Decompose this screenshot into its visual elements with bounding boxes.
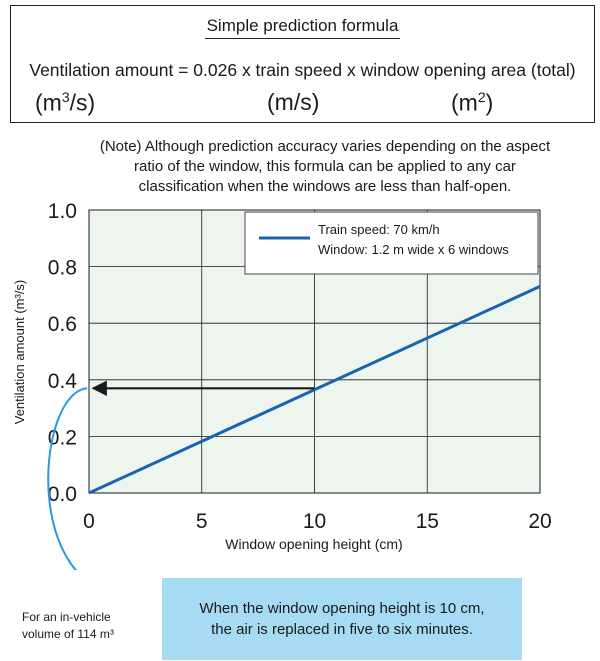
x-tick-label: 5: [196, 510, 208, 533]
y-tick-label: 0.2: [48, 426, 77, 449]
y-tick-label: 0.6: [48, 313, 77, 336]
y-axis-label: Ventilation amount (m³/s): [12, 280, 27, 425]
annotations: [47, 380, 315, 570]
formula-equation: Ventilation amount = 0.026 x train speed…: [29, 60, 576, 80]
y-tick-label: 0.8: [48, 257, 77, 280]
volume-note: For an in-vehicle volume of 114 m³: [22, 610, 114, 641]
x-tick-label: 15: [416, 510, 439, 533]
ventilation-chart: 0.0 0.2 0.4 0.6 0.8 1.0 0 5 10 15 20 Ventilation …: [12, 200, 552, 570]
series-layer: [88, 285, 541, 495]
legend-entry-window: Window: 1.2 m wide x 6 windows: [318, 242, 509, 257]
x-tick-label: 10: [303, 510, 326, 533]
y-tick-label: 0.0: [48, 483, 77, 506]
formula-title: Simple prediction formula: [11, 16, 594, 39]
unit-speed: (m/s): [267, 89, 320, 115]
y-tick-label: 0.4: [48, 370, 78, 393]
series-line: [88, 285, 541, 495]
x-tick-label: 0: [83, 510, 95, 533]
legend-entry-speed: Train speed: 70 km/h: [318, 222, 440, 237]
y-tick-label: 1.0: [48, 200, 77, 223]
x-axis-label: Window opening height (cm): [225, 536, 402, 552]
x-tick-label: 20: [528, 510, 551, 533]
legend: Train speed: 70 km/h Window: 1.2 m wide …: [244, 211, 539, 275]
grid-lines: [89, 210, 540, 493]
result-callout: When the window opening height is 10 cm,…: [162, 578, 522, 660]
unit-ventilation: (m3/s): [35, 89, 96, 116]
formula-box: Simple prediction formula Ventilation am…: [10, 5, 595, 123]
formula-note: (Note) Although prediction accuracy vari…: [99, 138, 551, 195]
y-tick-labels: 0.0 0.2 0.4 0.6 0.8 1.0: [48, 200, 78, 506]
unit-area: (m2): [451, 89, 494, 116]
callout-arrow: [47, 387, 88, 570]
x-tick-labels: 0 5 10 15 20: [83, 510, 552, 533]
